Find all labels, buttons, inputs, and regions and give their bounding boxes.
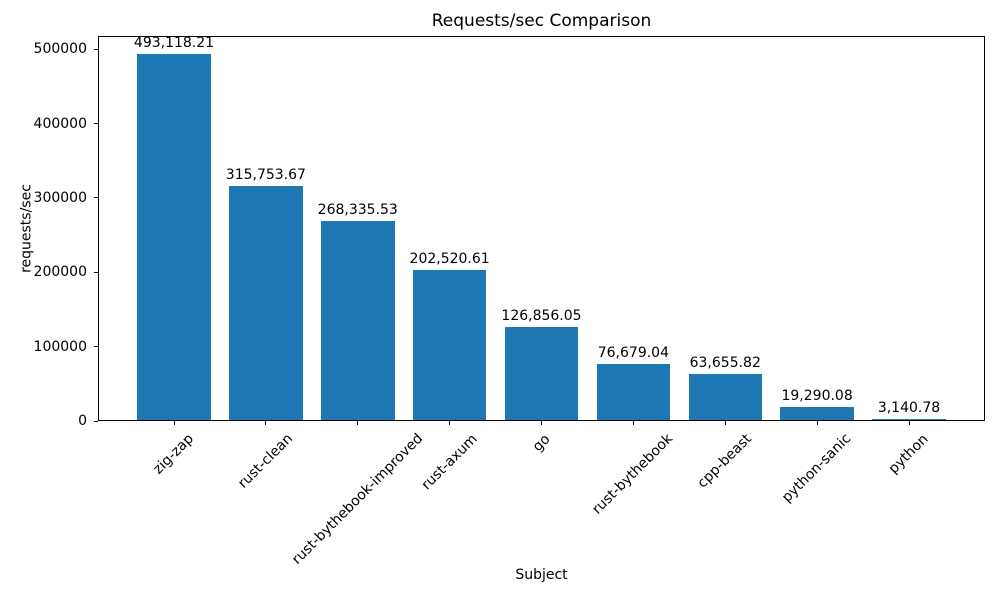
x-tick-label: go <box>529 430 553 455</box>
chart-title: Requests/sec Comparison <box>431 11 652 31</box>
y-tick-mark <box>94 197 98 199</box>
x-axis-label: Subject <box>515 567 568 583</box>
x-tick-mark <box>357 421 359 425</box>
bar <box>412 270 487 421</box>
x-tick-label: python-sanic <box>779 430 855 507</box>
y-tick-mark <box>94 420 98 422</box>
x-tick-label: zig-zap <box>150 430 197 478</box>
x-tick-mark <box>541 421 542 425</box>
bar <box>688 373 762 421</box>
x-tick-label: rust-axum <box>418 431 481 494</box>
bar <box>780 406 854 421</box>
bar-value-label: 126,856.05 <box>501 307 582 324</box>
x-tick-mark <box>265 421 267 425</box>
x-tick-label: rust-bythebook <box>589 431 677 518</box>
y-tick-mark <box>94 123 98 125</box>
y-tick-mark <box>94 48 98 50</box>
x-tick-label: python <box>885 430 932 477</box>
x-tick-label: cpp-beast <box>694 430 756 492</box>
bar-value-label: 63,655.82 <box>689 354 761 371</box>
bar-value-label: 493,118.21 <box>133 35 215 52</box>
bar-value-label: 268,335.53 <box>317 202 398 219</box>
bar-value-label: 3,140.78 <box>877 399 941 416</box>
y-tick-label: 100000 <box>33 338 87 355</box>
x-tick-mark <box>816 421 818 425</box>
x-tick-mark <box>908 421 910 425</box>
bar-value-label: 202,520.61 <box>409 251 490 268</box>
x-tick-label: rust-clean <box>235 430 296 492</box>
x-tick-mark <box>449 421 451 425</box>
y-tick-label: 400000 <box>33 115 87 132</box>
y-tick-mark <box>94 346 98 348</box>
y-tick-mark <box>94 271 98 273</box>
bar <box>504 326 579 421</box>
bar-value-label: 76,679.04 <box>597 344 669 361</box>
x-tick-mark <box>632 421 634 425</box>
bar <box>321 221 395 421</box>
bar-value-label: 315,753.67 <box>225 167 306 184</box>
bar <box>229 186 303 421</box>
y-tick-label: 500000 <box>33 41 87 58</box>
bar <box>137 54 211 421</box>
x-tick-mark <box>724 421 726 425</box>
x-tick-mark <box>173 421 175 425</box>
x-tick-label: rust-bythebook-improved <box>288 430 426 569</box>
bar <box>872 418 946 421</box>
y-tick-label: 300000 <box>33 189 87 206</box>
bar <box>596 363 671 421</box>
bar-value-label: 19,290.08 <box>781 387 853 404</box>
y-tick-label: 200000 <box>33 264 87 281</box>
y-tick-label: 0 <box>78 413 87 429</box>
